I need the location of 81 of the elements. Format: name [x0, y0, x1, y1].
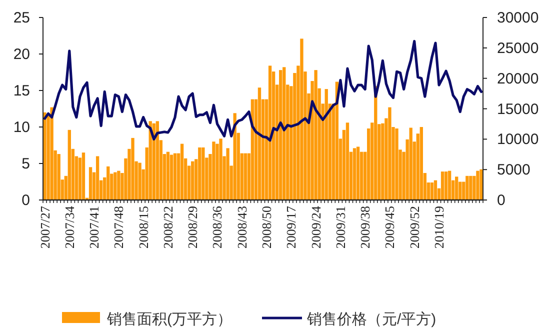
bar — [117, 170, 120, 200]
bar — [282, 67, 286, 200]
bar — [352, 148, 356, 200]
y-tick-label: 25 — [13, 10, 30, 26]
line-series — [43, 40, 483, 142]
y2-tick-label: 10000 — [497, 131, 539, 148]
bar — [166, 152, 170, 200]
bar — [409, 128, 412, 200]
bar — [476, 170, 480, 200]
x-tick-label: 2009/17 — [284, 206, 299, 249]
x-tick-label: 2010/19 — [432, 206, 446, 249]
bar — [226, 148, 230, 200]
bar — [455, 176, 458, 200]
y2-tick-label: 25000 — [497, 40, 539, 57]
x-tick-label: 2008/50 — [259, 206, 274, 249]
legend-label: 销售价格（元/平方) — [306, 311, 436, 328]
bar — [356, 146, 360, 200]
x-tick-label: 2009/24 — [308, 206, 324, 249]
y-tick-label: 10 — [13, 119, 30, 136]
x-tick-label: 2009/52 — [406, 206, 422, 249]
bar — [466, 176, 469, 200]
bar — [96, 156, 100, 200]
bar — [430, 182, 434, 200]
x-tick-label: 2009/31 — [332, 206, 348, 249]
x-tick-label: 2007/41 — [86, 206, 102, 249]
x-tick-label: 2007/27 — [37, 206, 52, 249]
bar — [191, 161, 194, 200]
bar — [180, 144, 184, 200]
y-tick-label: 15 — [13, 82, 30, 100]
x-tick-label: 2007/48 — [111, 206, 126, 249]
bar — [43, 112, 46, 200]
bar — [114, 172, 117, 200]
bar — [268, 66, 272, 200]
x-tick-label: 2009/45 — [382, 206, 398, 249]
y2-tick-label: 5000 — [497, 162, 530, 179]
bar — [324, 89, 328, 200]
bar — [434, 180, 438, 200]
y2-tick-label: 0 — [497, 192, 506, 209]
bar — [388, 107, 392, 200]
x-tick-label: 2008/22 — [160, 206, 176, 249]
bar — [106, 166, 110, 200]
bar — [50, 107, 54, 200]
bar — [314, 70, 318, 200]
bar — [88, 167, 92, 200]
y-tick-label: 5 — [22, 156, 30, 172]
bar — [131, 138, 134, 200]
y2-tick-label: 30000 — [497, 10, 539, 26]
bar — [170, 154, 174, 200]
bar — [300, 38, 304, 200]
bar — [138, 162, 142, 200]
bar — [219, 138, 222, 200]
bar — [212, 142, 216, 200]
bar — [68, 130, 71, 200]
bar — [395, 128, 398, 200]
bar — [202, 147, 205, 200]
bar — [156, 121, 159, 200]
bar — [244, 153, 247, 200]
bar — [82, 152, 86, 200]
bar — [279, 70, 282, 200]
legend-label: 销售面积(万平方） — [106, 311, 232, 328]
bar — [448, 170, 452, 200]
x-tick-label: 2009/38 — [358, 206, 373, 249]
bar — [469, 176, 472, 200]
y-tick-label: 0 — [22, 192, 30, 209]
bar — [57, 154, 60, 200]
x-tick-label: 2008/29 — [185, 206, 200, 249]
bar — [198, 147, 202, 200]
y2-tick-label: 20000 — [497, 70, 539, 88]
bar — [444, 172, 448, 200]
y-tick-label: 20 — [13, 46, 30, 63]
x-tick-label: 2008/36 — [210, 206, 225, 249]
x-tick-label: 2008/43 — [234, 206, 250, 249]
bar — [440, 172, 444, 200]
x-tick-label: 2008/15 — [136, 206, 151, 249]
bar — [258, 88, 262, 200]
bar — [173, 153, 177, 200]
bar — [346, 122, 350, 200]
bar — [420, 127, 423, 200]
x-tick-label: 2007/34 — [62, 206, 77, 249]
bar — [480, 169, 483, 200]
y2-tick-label: 15000 — [497, 100, 539, 118]
